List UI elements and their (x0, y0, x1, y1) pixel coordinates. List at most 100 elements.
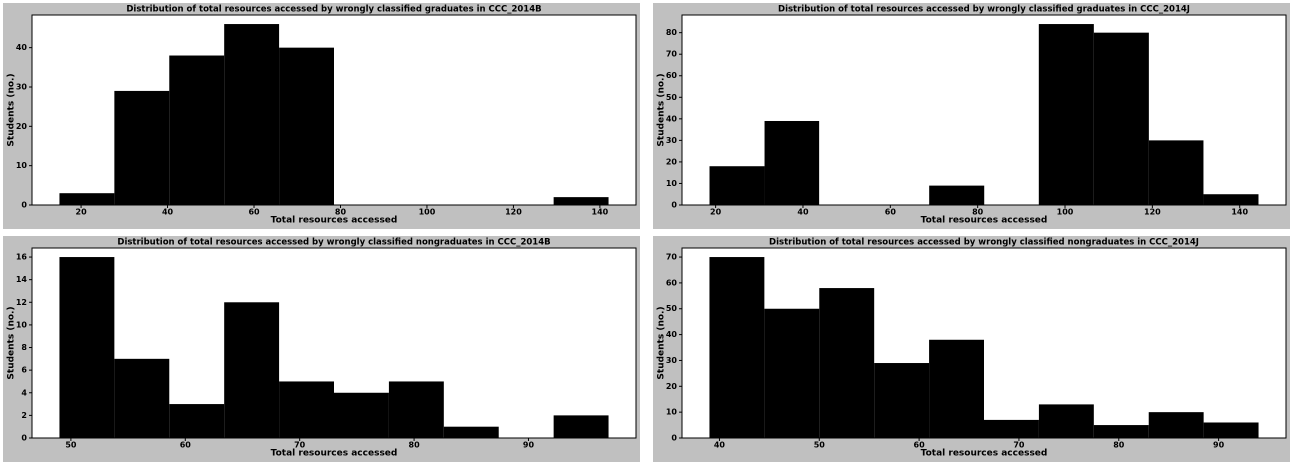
bar (443, 426, 499, 438)
y-tick-label: 0 (21, 201, 27, 210)
y-tick-label: 8 (21, 343, 27, 352)
y-tick-label: 12 (16, 298, 27, 307)
bar (1093, 32, 1149, 205)
y-tick-label: 60 (666, 278, 678, 287)
y-tick-label: 10 (666, 408, 678, 417)
x-tick-label: 70 (1013, 441, 1025, 450)
bar (553, 415, 609, 438)
bar (279, 381, 334, 438)
y-tick-label: 80 (666, 28, 678, 37)
x-tick-label: 90 (523, 441, 535, 450)
bar (764, 120, 820, 205)
x-tick-label: 80 (335, 208, 347, 217)
bar (1148, 412, 1204, 438)
y-tick-label: 30 (16, 82, 28, 91)
y-axis-label: Students (no.) (657, 73, 667, 146)
y-tick-label: 10 (16, 320, 28, 329)
bar (1203, 194, 1259, 205)
x-tick-label: 50 (814, 441, 826, 450)
x-tick-label: 80 (1113, 441, 1125, 450)
y-tick-label: 50 (666, 304, 678, 313)
y-tick-label: 14 (16, 275, 28, 284)
chart-title: Distribution of total resources accessed… (126, 5, 541, 15)
x-tick-label: 60 (180, 441, 192, 450)
x-tick-label: 90 (1213, 441, 1225, 450)
bar (59, 257, 115, 438)
plot-frame (31, 14, 637, 206)
bar (114, 90, 170, 205)
bar (819, 288, 875, 438)
y-tick-label: 0 (671, 201, 677, 210)
y-tick-label: 60 (666, 71, 678, 80)
x-tick-label: 20 (710, 208, 722, 217)
y-tick-label: 30 (666, 136, 678, 145)
x-tick-label: 80 (972, 208, 984, 217)
plot-frame (31, 247, 637, 439)
x-tick-label: 100 (419, 208, 436, 217)
bar (984, 419, 1039, 438)
bar (929, 185, 985, 205)
x-axis-label: Total resources accessed (271, 216, 398, 226)
y-tick-label: 30 (666, 356, 678, 365)
bar (1148, 140, 1204, 205)
bar (114, 358, 170, 438)
y-tick-label: 50 (666, 93, 678, 102)
x-axis-label: Total resources accessed (271, 449, 398, 459)
y-tick-label: 20 (666, 382, 678, 391)
bar (224, 24, 280, 205)
y-tick-label: 70 (666, 253, 678, 262)
x-tick-label: 120 (1144, 208, 1161, 217)
x-tick-label: 60 (914, 441, 926, 450)
bar (1093, 425, 1149, 438)
bar (169, 404, 225, 438)
bar (764, 308, 820, 438)
plot-frame (681, 14, 1287, 206)
y-axis-label: Students (no.) (657, 306, 667, 379)
x-tick-label: 40 (714, 441, 726, 450)
y-tick-label: 6 (21, 366, 27, 375)
bar (1203, 422, 1259, 438)
chart-title: Distribution of total resources accessed… (769, 238, 1199, 248)
y-tick-label: 40 (16, 43, 28, 52)
bar (929, 339, 984, 438)
x-tick-label: 80 (409, 441, 421, 450)
y-tick-label: 0 (671, 434, 677, 443)
y-tick-label: 16 (16, 253, 28, 262)
x-tick-label: 20 (76, 208, 88, 217)
y-tick-label: 20 (666, 157, 678, 166)
y-tick-label: 10 (16, 161, 28, 170)
chart-title: Distribution of total resources accessed… (117, 238, 550, 248)
y-tick-label: 40 (666, 114, 678, 123)
bar (874, 363, 930, 438)
y-tick-label: 40 (666, 330, 678, 339)
y-tick-label: 10 (666, 179, 678, 188)
x-tick-label: 60 (885, 208, 897, 217)
bar (279, 47, 334, 206)
bar (59, 193, 115, 205)
y-tick-label: 0 (21, 434, 27, 443)
y-axis-label: Students (no.) (7, 306, 17, 379)
bar (388, 381, 444, 438)
y-axis-label: Students (no.) (7, 73, 17, 146)
y-tick-label: 20 (16, 122, 28, 131)
y-tick-label: 4 (21, 388, 27, 397)
bar (709, 166, 765, 205)
bar (169, 55, 225, 206)
x-tick-label: 40 (797, 208, 809, 217)
x-tick-label: 70 (294, 441, 306, 450)
x-tick-label: 50 (65, 441, 77, 450)
x-tick-label: 100 (1057, 208, 1074, 217)
plot-frame (681, 247, 1287, 439)
x-tick-label: 40 (162, 208, 174, 217)
y-tick-label: 2 (21, 411, 27, 420)
x-axis-label: Total resources accessed (921, 449, 1048, 459)
x-tick-label: 60 (248, 208, 260, 217)
x-axis-label: Total resources accessed (921, 216, 1048, 226)
bar (1038, 404, 1094, 438)
x-tick-label: 120 (505, 208, 522, 217)
bar (553, 197, 609, 205)
bar (224, 302, 280, 438)
x-tick-label: 140 (1231, 208, 1248, 217)
chart-title: Distribution of total resources accessed… (778, 5, 1190, 15)
